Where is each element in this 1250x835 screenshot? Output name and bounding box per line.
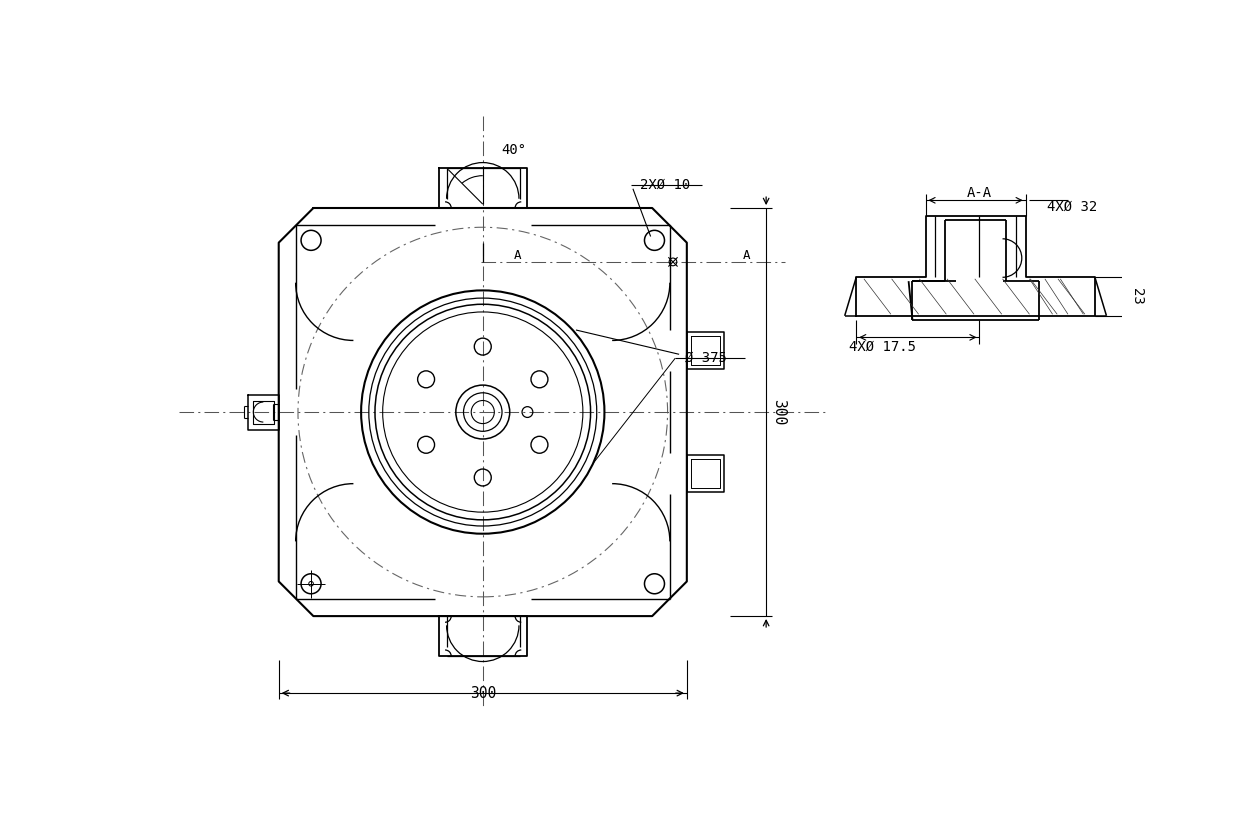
- Text: A: A: [744, 249, 751, 262]
- Text: 4XØ 17.5: 4XØ 17.5: [849, 340, 915, 353]
- Text: 2XØ 10: 2XØ 10: [640, 178, 690, 192]
- Text: 300: 300: [771, 399, 786, 425]
- Text: 300: 300: [470, 686, 496, 701]
- Text: A-A: A-A: [966, 185, 992, 200]
- Text: Ø 375: Ø 375: [685, 352, 727, 365]
- Text: 4XØ 32: 4XØ 32: [1046, 200, 1098, 214]
- Text: 23: 23: [1130, 288, 1144, 305]
- Text: 40°: 40°: [501, 144, 526, 157]
- Text: A: A: [514, 249, 521, 262]
